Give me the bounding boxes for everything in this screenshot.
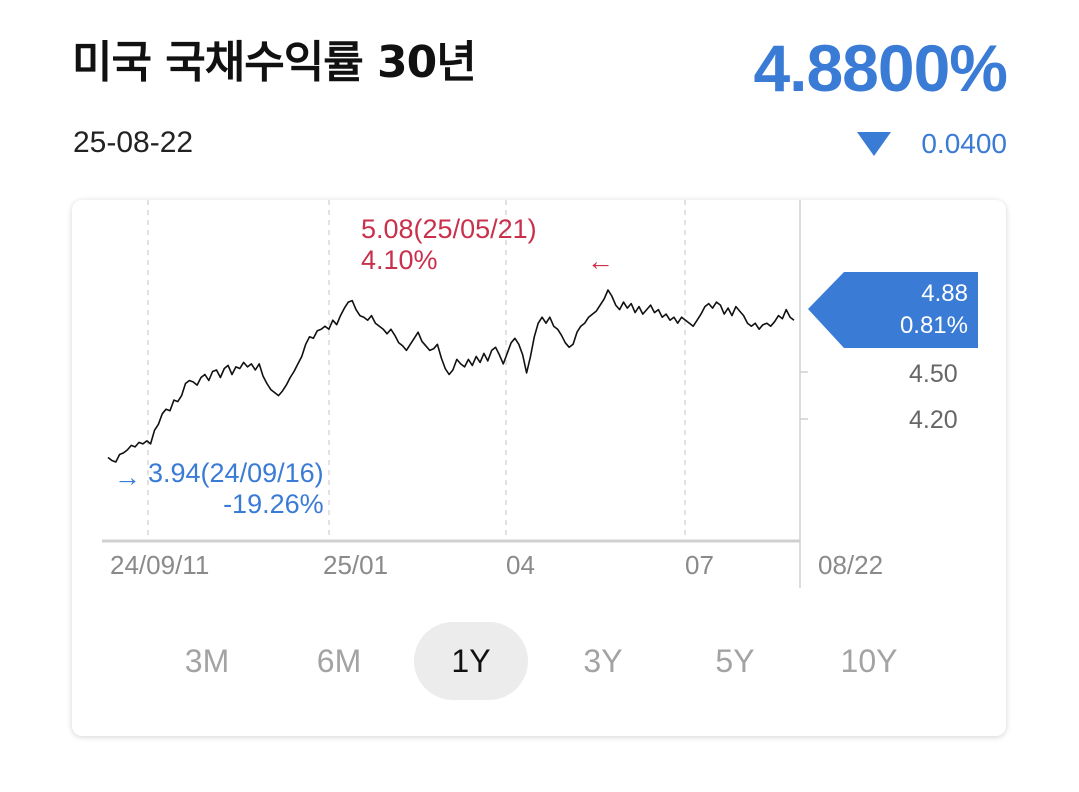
- x-tick-label: 24/09/11: [110, 550, 210, 580]
- period-3y[interactable]: 3Y: [583, 642, 623, 679]
- current-pct: 0.81%: [899, 312, 968, 339]
- x-tick-label: 25/01: [323, 550, 389, 580]
- x-tick-label: 04: [506, 550, 535, 580]
- down-triangle-icon: [857, 132, 892, 156]
- line-chart[interactable]: [72, 200, 1006, 620]
- quote-date: 25-08-22: [73, 126, 194, 159]
- low-annotation: 3.94(24/09/16) -19.26%: [148, 458, 324, 520]
- period-3m[interactable]: 3M: [184, 642, 230, 679]
- page-title: 미국 국채수익률 30년: [72, 37, 477, 88]
- x-tick-label: 08/22: [818, 550, 884, 580]
- current-yield: 4.8800%: [753, 31, 1008, 105]
- period-5y[interactable]: 5Y: [715, 642, 755, 679]
- current-tag-shape: [808, 272, 978, 348]
- y-tick-label: 4.50: [909, 360, 958, 388]
- change-value: 0.0400: [921, 128, 1007, 159]
- low-arrow-icon: →: [114, 462, 141, 492]
- change-row: 0.0400: [857, 128, 1007, 160]
- high-pct: 4.10%: [361, 245, 438, 275]
- low-pct: -19.26%: [223, 489, 324, 519]
- current-value: 4.88: [921, 280, 968, 307]
- period-selector: 3M 6M 1Y 3Y 5Y 10Y: [72, 622, 1006, 702]
- low-label: 3.94(24/09/16): [148, 458, 324, 488]
- chart-card: 5.08(25/05/21) 4.10% ← → 3.94(24/09/16) …: [72, 200, 1006, 736]
- x-tick-label: 07: [685, 550, 714, 580]
- high-arrow-icon: ←: [587, 246, 614, 276]
- high-annotation: 5.08(25/05/21) 4.10%: [361, 214, 537, 276]
- y-tick-label: 4.20: [909, 406, 958, 434]
- yield-line: [107, 289, 795, 463]
- period-1y[interactable]: 1Y: [414, 622, 528, 700]
- period-10y[interactable]: 10Y: [840, 642, 898, 679]
- high-label: 5.08(25/05/21): [361, 214, 537, 244]
- period-6m[interactable]: 6M: [316, 642, 362, 679]
